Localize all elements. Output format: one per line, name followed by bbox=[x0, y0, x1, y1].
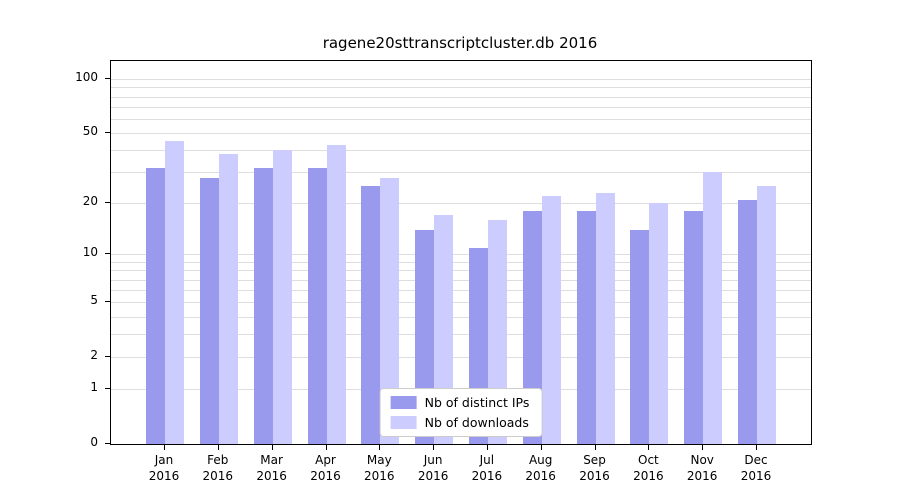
x-tick-mark bbox=[594, 445, 596, 450]
gridline bbox=[111, 79, 811, 80]
gridline bbox=[111, 357, 811, 359]
bar-nb-of-distinct-ips-sep bbox=[576, 211, 596, 444]
x-tick-label: Mar 2016 bbox=[256, 453, 287, 484]
x-tick-label: Oct 2016 bbox=[633, 453, 664, 484]
x-tick-mark bbox=[756, 445, 757, 450]
bar-nb-of-distinct-ips-nov bbox=[684, 211, 704, 444]
y-tick-mark bbox=[105, 202, 110, 204]
y-tick-mark bbox=[105, 356, 110, 358]
x-tick-mark bbox=[486, 445, 488, 450]
gridline bbox=[111, 118, 811, 120]
legend-label-distinct-ips: Nb of distinct IPs bbox=[424, 395, 530, 410]
x-tick-mark bbox=[164, 445, 165, 450]
chart-title: ragene20sttranscriptcluster.db 2016 bbox=[322, 34, 598, 52]
bar-nb-of-downloads-apr bbox=[326, 144, 346, 444]
plot-area: Nb of distinct IPs Nb of downloads bbox=[110, 60, 812, 445]
gridline bbox=[111, 87, 811, 89]
x-tick-label: Aug 2016 bbox=[525, 453, 556, 484]
bar-nb-of-downloads-dec bbox=[757, 186, 776, 444]
bar-nb-of-downloads-jul bbox=[487, 219, 507, 444]
gridline bbox=[111, 96, 811, 98]
gridline bbox=[111, 203, 811, 205]
legend-label-downloads: Nb of downloads bbox=[424, 415, 529, 430]
gridline bbox=[111, 172, 811, 174]
x-tick-label: Jul 2016 bbox=[471, 453, 503, 484]
gridline bbox=[111, 290, 811, 292]
bar-nb-of-distinct-ips-feb bbox=[199, 177, 219, 444]
x-tick-label: Jan 2016 bbox=[148, 453, 180, 484]
bar-nb-of-distinct-ips-apr bbox=[307, 167, 327, 444]
bar-nb-of-downloads-jun bbox=[434, 215, 454, 444]
bar-nb-of-distinct-ips-may bbox=[361, 186, 381, 444]
x-tick-label: Feb 2016 bbox=[202, 453, 234, 484]
y-tick-mark bbox=[105, 253, 110, 255]
bar-nb-of-downloads-nov bbox=[703, 172, 723, 444]
x-tick-mark bbox=[648, 445, 650, 450]
x-tick-mark bbox=[325, 445, 327, 450]
x-tick-mark bbox=[271, 445, 273, 450]
bar-nb-of-downloads-feb bbox=[218, 154, 238, 444]
bar-nb-of-distinct-ips-jan bbox=[146, 167, 165, 444]
gridline bbox=[111, 133, 811, 134]
y-tick-mark bbox=[105, 443, 110, 444]
y-tick-mark bbox=[105, 132, 110, 133]
gridline bbox=[111, 316, 811, 318]
gridline bbox=[111, 302, 811, 304]
bar-nb-of-downloads-may bbox=[380, 177, 400, 444]
x-tick-label: Apr 2016 bbox=[310, 453, 341, 484]
x-tick-mark bbox=[217, 445, 219, 450]
bar-nb-of-downloads-mar bbox=[272, 150, 292, 444]
bar-nb-of-distinct-ips-mar bbox=[253, 167, 273, 444]
y-tick-label: 0 bbox=[90, 435, 98, 449]
gridline bbox=[111, 279, 811, 281]
y-tick-label: 5 bbox=[90, 293, 98, 308]
x-tick-mark bbox=[379, 445, 381, 450]
bar-nb-of-downloads-jan bbox=[165, 141, 184, 444]
y-tick-label: 100 bbox=[75, 70, 98, 84]
y-tick-mark bbox=[105, 78, 110, 79]
x-tick-label: Sep 2016 bbox=[579, 453, 610, 484]
y-tick-label: 2 bbox=[90, 348, 98, 363]
legend-swatch-downloads bbox=[390, 416, 417, 429]
y-tick-label: 10 bbox=[82, 245, 98, 260]
x-tick-label: Nov 2016 bbox=[686, 453, 718, 484]
x-tick-label: Jun 2016 bbox=[417, 453, 449, 484]
legend-swatch-distinct-ips bbox=[390, 396, 417, 409]
bar-nb-of-downloads-sep bbox=[595, 192, 615, 444]
legend-item-downloads: Nb of downloads bbox=[390, 415, 530, 430]
x-tick-mark bbox=[540, 445, 542, 450]
gridline bbox=[111, 150, 811, 152]
x-tick-label: Dec 2016 bbox=[740, 453, 772, 484]
x-tick-label: May 2016 bbox=[364, 453, 395, 484]
legend: Nb of distinct IPs Nb of downloads bbox=[379, 388, 543, 437]
bar-nb-of-downloads-oct bbox=[649, 203, 669, 444]
bar-nb-of-downloads-aug bbox=[541, 196, 561, 444]
gridline bbox=[111, 106, 811, 108]
y-tick-mark bbox=[105, 388, 110, 390]
y-tick-label: 20 bbox=[82, 194, 98, 209]
y-tick-mark bbox=[105, 301, 110, 303]
bar-nb-of-distinct-ips-aug bbox=[522, 211, 542, 444]
bar-nb-of-distinct-ips-dec bbox=[738, 199, 757, 444]
gridline bbox=[111, 334, 811, 336]
legend-item-distinct-ips: Nb of distinct IPs bbox=[390, 395, 530, 410]
gridline bbox=[111, 261, 811, 263]
x-tick-mark bbox=[433, 445, 435, 450]
x-tick-mark bbox=[702, 445, 704, 450]
gridline bbox=[111, 270, 811, 272]
y-tick-label: 1 bbox=[90, 380, 98, 395]
bar-nb-of-distinct-ips-oct bbox=[630, 229, 650, 444]
y-tick-label: 50 bbox=[82, 124, 98, 138]
gridline bbox=[111, 254, 811, 256]
